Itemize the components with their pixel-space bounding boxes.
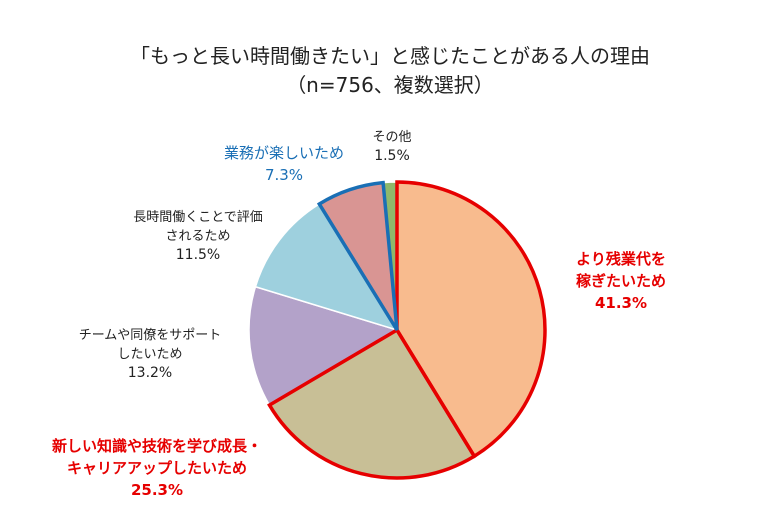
slice-label-enjoy-work: 業務が楽しいため 7.3% — [206, 142, 362, 186]
slice-value: 11.5% — [175, 247, 221, 263]
slice-label-text: より残業代を — [576, 250, 666, 268]
chart-title: 「もっと長い時間働きたい」と感じたことがある人の理由 — [130, 44, 650, 68]
slice-support-team — [248, 285, 399, 407]
slice-enjoy-work-highlight — [316, 180, 399, 331]
slice-label-text: したいため — [117, 347, 183, 362]
slice-label-text: 新しい知識や技術を学び成長・ — [51, 437, 262, 455]
slice-overtime-pay-highlight — [395, 180, 547, 459]
slice-label-other: その他 1.5% — [360, 128, 424, 166]
slice-label-text: キャリアアップしたいため — [66, 459, 247, 477]
slice-label-text: 稼ぎたいため — [575, 272, 666, 290]
slice-evaluation — [254, 202, 399, 332]
slice-label-text: されるため — [165, 229, 231, 244]
slice-label-text: その他 — [372, 130, 412, 145]
slice-value: 1.5% — [374, 148, 410, 164]
slice-value: 41.3% — [594, 294, 648, 312]
slice-label-text: 長時間働くことで評価 — [133, 210, 263, 225]
slice-value: 25.3% — [130, 481, 184, 499]
chart-subtitle: （n=756、複数選択） — [286, 73, 494, 97]
slice-value: 13.2% — [127, 365, 173, 381]
slice-label-overtime-pay: より残業代を 稼ぎたいため 41.3% — [562, 248, 680, 314]
slice-label-text: チームや同僚をサポート — [78, 328, 222, 343]
slice-label-evaluation: 長時間働くことで評価 されるため 11.5% — [110, 208, 286, 265]
slice-label-support-team: チームや同僚をサポート したいため 13.2% — [60, 326, 240, 383]
slice-label-text: 業務が楽しいため — [223, 144, 344, 162]
slice-value: 7.3% — [264, 166, 304, 184]
slice-growth-career-highlight — [267, 327, 477, 480]
slice-label-growth-career: 新しい知識や技術を学び成長・ キャリアアップしたいため 25.3% — [24, 435, 290, 501]
